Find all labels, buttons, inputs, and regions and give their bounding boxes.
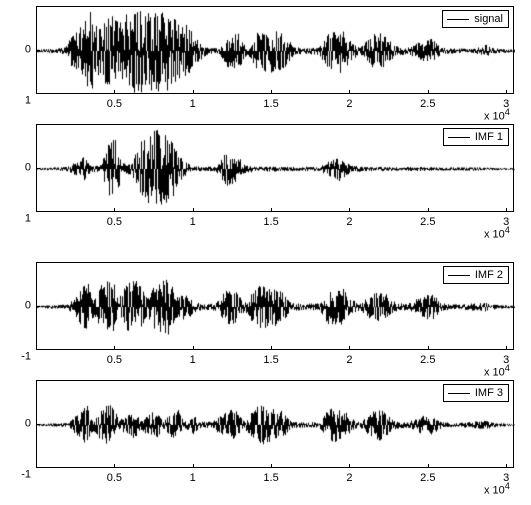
ytick-signal-0: 0	[3, 45, 31, 56]
xtick-imf3-3: 2	[346, 473, 352, 484]
ytick-mark	[36, 424, 40, 425]
xtick-mark	[193, 208, 194, 212]
legend-swatch	[448, 137, 470, 138]
ytick-mark	[36, 50, 40, 51]
ylabel-bottom-imf3: -1	[3, 470, 31, 481]
x-exponent-signal: x 104	[484, 108, 531, 123]
xtick-mark	[114, 464, 115, 468]
xtick-mark	[349, 346, 350, 350]
panel-imf1: IMF 1	[36, 124, 514, 212]
xtick-mark	[193, 464, 194, 468]
x-exponent-text: x 10	[484, 485, 505, 497]
xtick-mark	[114, 208, 115, 212]
xtick-imf3-1: 1	[190, 473, 196, 484]
xtick-mark	[349, 90, 350, 94]
xtick-signal-1: 1	[190, 99, 196, 110]
xtick-mark	[506, 464, 507, 468]
xtick-mark	[271, 464, 272, 468]
xtick-mark	[428, 346, 429, 350]
legend-swatch	[447, 19, 469, 20]
panel-imf3: IMF 3	[36, 380, 514, 468]
xtick-imf3-0: 0.5	[107, 473, 122, 484]
legend-imf2: IMF 2	[443, 266, 509, 284]
xtick-mark	[506, 208, 507, 212]
legend-label-imf1: IMF 1	[475, 131, 503, 143]
ytick-imf1-0: 0	[3, 163, 31, 174]
xtick-imf1-2: 1.5	[263, 217, 278, 228]
panel-signal: signal	[36, 6, 514, 94]
xtick-mark	[271, 90, 272, 94]
xtick-imf2-4: 2.5	[420, 355, 435, 366]
x-exponent-sup: 4	[505, 363, 510, 373]
xtick-imf2-0: 0.5	[107, 355, 122, 366]
ylabel-bottom-imf2: -1	[3, 352, 31, 363]
x-exponent-imf2: x 104	[484, 364, 531, 379]
xtick-mark	[506, 346, 507, 350]
xtick-imf1-4: 2.5	[420, 217, 435, 228]
x-exponent-text: x 10	[484, 111, 505, 123]
x-exponent-text: x 10	[484, 367, 505, 379]
xtick-mark	[428, 90, 429, 94]
xtick-imf3-4: 2.5	[420, 473, 435, 484]
xtick-imf2-1: 1	[190, 355, 196, 366]
xtick-mark	[271, 208, 272, 212]
ytick-mark	[36, 306, 40, 307]
xtick-imf2-2: 1.5	[263, 355, 278, 366]
panel-imf2: IMF 2	[36, 262, 514, 350]
xtick-signal-4: 2.5	[420, 99, 435, 110]
x-exponent-sup: 4	[505, 225, 510, 235]
x-exponent-sup: 4	[505, 481, 510, 491]
xtick-mark	[349, 464, 350, 468]
xtick-signal-0: 0.5	[107, 99, 122, 110]
xtick-imf1-3: 2	[346, 217, 352, 228]
legend-imf1: IMF 1	[443, 128, 509, 146]
legend-imf3: IMF 3	[443, 384, 509, 402]
legend-label-imf2: IMF 2	[475, 269, 503, 281]
x-exponent-imf3: x 104	[484, 482, 531, 497]
xtick-imf1-1: 1	[190, 217, 196, 228]
xtick-mark	[271, 346, 272, 350]
ytick-mark	[36, 168, 40, 169]
legend-signal: signal	[442, 10, 509, 28]
x-exponent-imf1: x 104	[484, 226, 531, 241]
xtick-imf1-0: 0.5	[107, 217, 122, 228]
xtick-signal-3: 2	[346, 99, 352, 110]
ytick-imf3-0: 0	[3, 419, 31, 430]
xtick-mark	[193, 346, 194, 350]
xtick-mark	[349, 208, 350, 212]
xtick-mark	[193, 90, 194, 94]
xtick-mark	[114, 90, 115, 94]
xtick-mark	[428, 464, 429, 468]
xtick-imf3-2: 1.5	[263, 473, 278, 484]
legend-swatch	[448, 275, 470, 276]
ytick-imf2-0: 0	[3, 301, 31, 312]
ylabel-bottom-signal: 1	[3, 96, 31, 107]
xtick-mark	[506, 90, 507, 94]
legend-swatch	[448, 393, 470, 394]
legend-label-signal: signal	[474, 13, 503, 25]
xtick-signal-2: 1.5	[263, 99, 278, 110]
legend-label-imf3: IMF 3	[475, 387, 503, 399]
xtick-mark	[428, 208, 429, 212]
ylabel-bottom-imf1: 1	[3, 214, 31, 225]
xtick-imf2-3: 2	[346, 355, 352, 366]
x-exponent-text: x 10	[484, 229, 505, 241]
xtick-mark	[114, 346, 115, 350]
x-exponent-sup: 4	[505, 107, 510, 117]
